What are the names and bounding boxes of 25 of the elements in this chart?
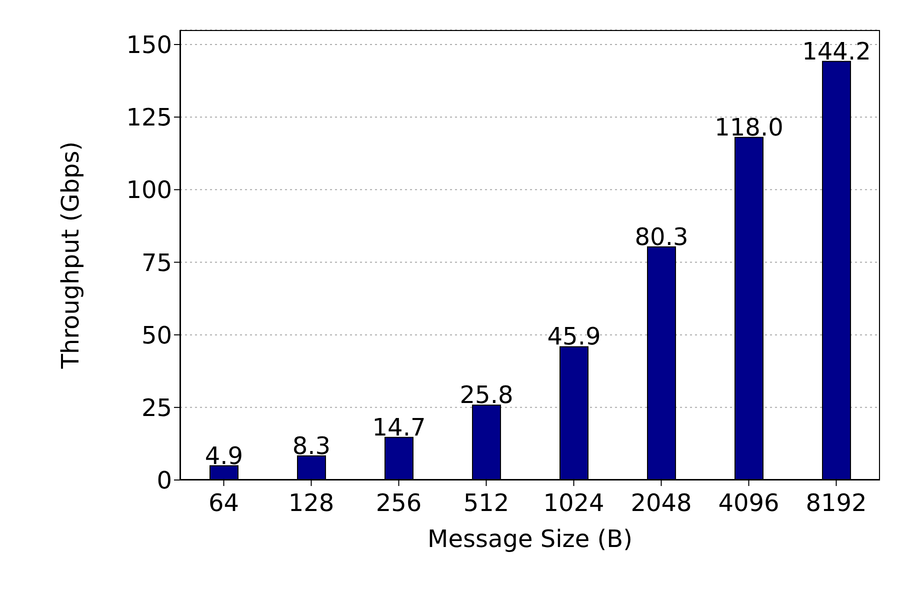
x-tick-label: 64 xyxy=(208,489,240,518)
x-tick-label: 2048 xyxy=(630,489,692,518)
data-label: 118.0 xyxy=(714,113,784,142)
x-tick-label: 1024 xyxy=(543,489,604,518)
y-tick-label: 50 xyxy=(141,321,172,350)
x-tick-label: 256 xyxy=(376,489,422,518)
data-label: 8.3 xyxy=(292,432,331,460)
y-tick-label: 125 xyxy=(126,104,172,132)
data-label: 144.2 xyxy=(802,37,871,66)
x-tick-label: 128 xyxy=(288,489,334,518)
y-tick-label: 25 xyxy=(141,394,172,422)
data-label: 4.9 xyxy=(204,442,244,470)
data-label: 25.8 xyxy=(460,381,514,410)
y-tick-label: 100 xyxy=(126,176,172,204)
x-axis-title: Message Size (B) xyxy=(428,525,632,554)
y-tick-label: 75 xyxy=(141,248,172,277)
y-axis-title: Throughput (Gbps) xyxy=(56,141,85,370)
x-tick-label: 512 xyxy=(463,489,510,518)
y-tick-label: 150 xyxy=(126,31,172,60)
x-tick-label: 4096 xyxy=(718,489,780,518)
y-tick-label: 0 xyxy=(156,466,172,495)
data-label: 80.3 xyxy=(634,222,688,251)
x-tick-label: 8192 xyxy=(806,489,867,518)
data-label: 14.7 xyxy=(372,413,426,442)
data-label: 45.9 xyxy=(547,322,601,351)
